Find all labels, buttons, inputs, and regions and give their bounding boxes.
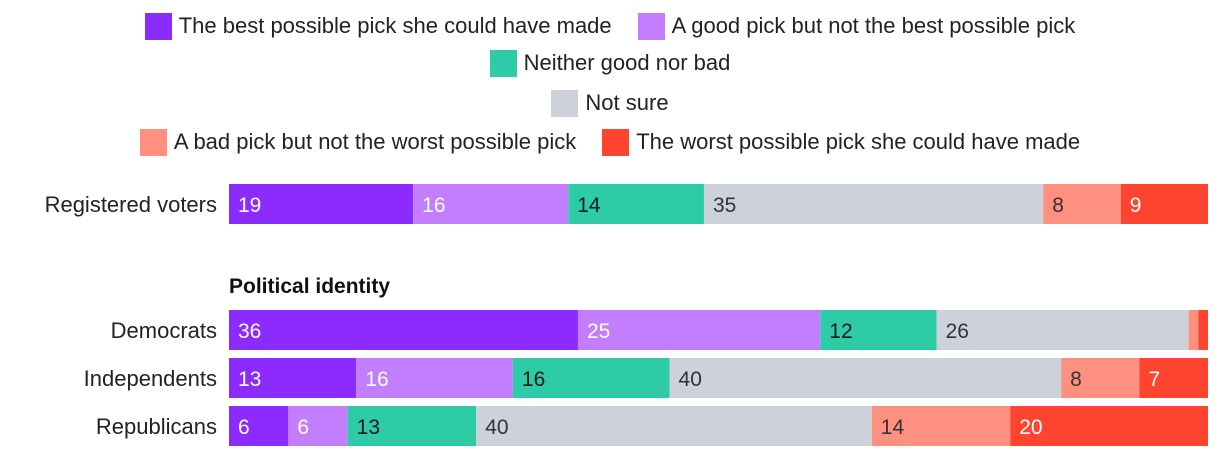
legend-swatch-bad: [139, 128, 167, 156]
data-label-republicans-bad: 14: [881, 416, 905, 439]
legend-label-best: The best possible pick she could have ma…: [178, 13, 612, 38]
data-label-registered-voters-best: 19: [238, 194, 261, 217]
bar-segment-registered-voters-best: [229, 184, 414, 224]
row-label-democrats: Democrats: [111, 318, 217, 343]
bar-segment-independents-best: [229, 358, 357, 398]
data-label-registered-voters-good: 16: [422, 194, 445, 217]
data-label-democrats-best: 36: [238, 320, 261, 343]
data-label-independents-bad: 8: [1070, 368, 1082, 391]
data-label-republicans-worst: 20: [1019, 416, 1042, 439]
bar-segment-democrats-worst: [1198, 310, 1208, 350]
legend-label-neither: Neither good nor bad: [523, 50, 731, 75]
data-label-independents-worst: 7: [1148, 368, 1160, 391]
bar-segment-democrats-bad: [1188, 310, 1199, 350]
legend-row-1: The best possible pick she could have ma…: [0, 11, 1220, 41]
data-label-republicans-neither: 13: [357, 416, 380, 439]
data-label-democrats-notsure: 26: [946, 320, 969, 343]
bar-segment-independents-bad: [1061, 358, 1140, 398]
legend-item-notsure: Not sure: [551, 89, 669, 117]
legend-item-neither: Neither good nor bad: [489, 49, 731, 77]
legend-row-2: Neither good nor bad: [0, 48, 1220, 78]
data-label-registered-voters-bad: 8: [1052, 194, 1064, 217]
legend-label-bad: A bad pick but not the worst possible pi…: [173, 129, 577, 154]
data-label-registered-voters-neither: 14: [577, 194, 601, 217]
legend-label-good: A good pick but not the best possible pi…: [671, 13, 1076, 38]
data-label-independents-neither: 16: [522, 368, 545, 391]
legend-swatch-notsure: [551, 89, 579, 117]
legend-item-worst: The worst possible pick she could have m…: [602, 128, 1081, 156]
bar-segment-democrats-best: [229, 310, 578, 350]
bar-segment-democrats-notsure: [936, 310, 1189, 350]
legend-row-3: Not sure: [0, 88, 1220, 118]
legend-swatch-best: [144, 12, 172, 40]
data-label-democrats-good: 25: [587, 320, 610, 343]
data-label-registered-voters-notsure: 35: [713, 194, 736, 217]
data-label-independents-notsure: 40: [679, 368, 702, 391]
bar-segment-registered-voters-worst: [1120, 184, 1208, 224]
row-label-independents: Independents: [84, 366, 217, 391]
legend-swatch-good: [637, 12, 665, 40]
bar-segment-registered-voters-neither: [568, 184, 704, 224]
bar-segment-registered-voters-notsure: [703, 184, 1044, 224]
data-label-republicans-best: 6: [238, 416, 250, 439]
legend-label-notsure: Not sure: [585, 90, 669, 115]
row-label-republicans: Republicans: [96, 414, 217, 439]
bar-segment-republicans-good: [288, 406, 348, 446]
bar-segment-republicans-bad: [871, 406, 1011, 446]
data-label-independents-best: 13: [238, 368, 261, 391]
legend-item-bad: A bad pick but not the worst possible pi…: [139, 128, 577, 156]
bar-segment-republicans-neither: [347, 406, 477, 446]
bar-segment-registered-voters-good: [413, 184, 569, 224]
bar-segment-independents-notsure: [669, 358, 1062, 398]
legend-label-worst: The worst possible pick she could have m…: [636, 129, 1081, 154]
bar-segment-registered-voters-bad: [1043, 184, 1121, 224]
legend-swatch-neither: [489, 49, 517, 77]
row-label-registered-voters: Registered voters: [45, 192, 217, 217]
bar-segment-independents-worst: [1139, 358, 1208, 398]
data-label-republicans-notsure: 40: [485, 416, 508, 439]
data-label-registered-voters-worst: 9: [1130, 194, 1142, 217]
legend-row-4: A bad pick but not the worst possible pi…: [0, 127, 1220, 157]
bar-segment-democrats-neither: [820, 310, 937, 350]
legend-item-best: The best possible pick she could have ma…: [144, 12, 612, 40]
legend-swatch-worst: [602, 128, 630, 156]
bar-segment-independents-neither: [512, 358, 670, 398]
group-heading: Political identity: [229, 275, 390, 298]
data-label-democrats-neither: 12: [829, 320, 852, 343]
bar-segment-independents-good: [356, 358, 513, 398]
legend-item-good: A good pick but not the best possible pi…: [637, 12, 1076, 40]
data-label-republicans-good: 6: [297, 416, 309, 439]
bar-segment-democrats-good: [577, 310, 821, 350]
bar-segment-republicans-notsure: [476, 406, 872, 446]
bar-segment-republicans-best: [229, 406, 289, 446]
bar-segment-republicans-worst: [1010, 406, 1208, 446]
data-label-independents-good: 16: [365, 368, 388, 391]
